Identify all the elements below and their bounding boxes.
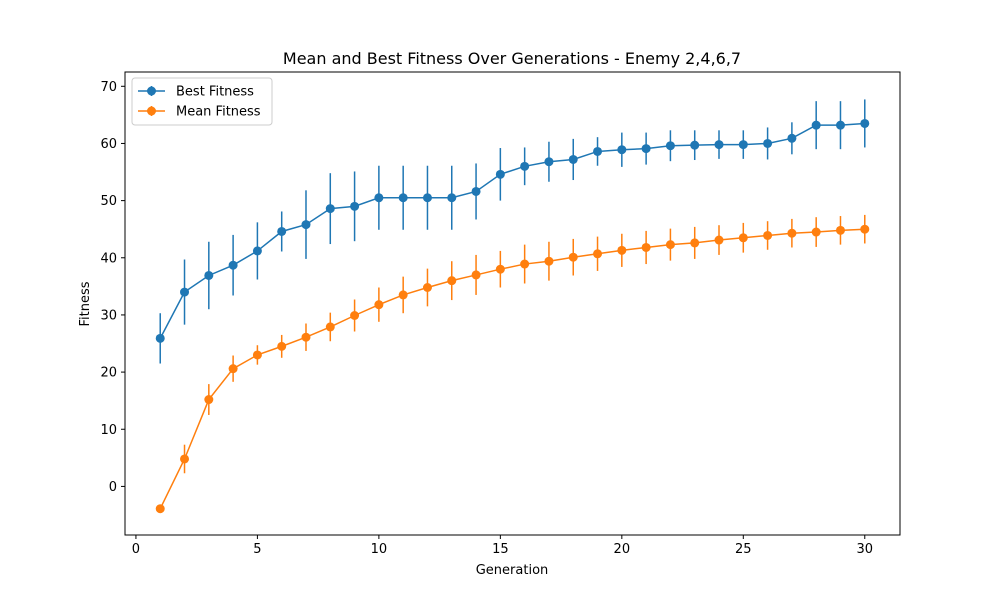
data-point bbox=[763, 230, 773, 240]
y-axis: 0 10 20 30 40 50 60 70 bbox=[100, 80, 125, 495]
data-point bbox=[593, 249, 603, 259]
legend-marker bbox=[147, 86, 156, 96]
chart-title: Mean and Best Fitness Over Generations -… bbox=[283, 49, 741, 68]
data-point bbox=[204, 395, 214, 405]
data-point bbox=[520, 259, 530, 269]
y-tick-label: 60 bbox=[100, 137, 117, 152]
x-tick-label: 10 bbox=[371, 542, 388, 557]
data-point bbox=[447, 193, 457, 203]
x-tick-label: 15 bbox=[492, 542, 509, 557]
data-point bbox=[350, 201, 360, 211]
y-tick-label: 70 bbox=[100, 80, 117, 95]
data-point bbox=[447, 276, 457, 286]
y-tick-label: 20 bbox=[100, 366, 117, 381]
data-point bbox=[860, 224, 870, 234]
data-point bbox=[422, 282, 432, 292]
data-point bbox=[835, 225, 845, 235]
series-mean-fitness bbox=[155, 214, 870, 514]
data-point bbox=[738, 140, 748, 150]
data-point bbox=[860, 118, 870, 128]
data-point bbox=[544, 256, 554, 266]
data-point bbox=[495, 264, 505, 274]
data-point bbox=[714, 140, 724, 150]
data-point bbox=[204, 270, 214, 280]
x-axis-label: Generation bbox=[476, 563, 549, 578]
x-tick-label: 5 bbox=[253, 542, 261, 557]
legend-item: Mean Fitness bbox=[138, 105, 261, 120]
y-tick-label: 50 bbox=[100, 194, 117, 209]
data-point bbox=[835, 120, 845, 130]
x-axis: 0 5 10 15 20 25 30 bbox=[132, 535, 873, 557]
data-point bbox=[714, 235, 724, 245]
data-point bbox=[471, 270, 481, 280]
legend-label: Best Fitness bbox=[176, 85, 254, 100]
legend-box bbox=[131, 77, 273, 126]
data-point bbox=[325, 322, 335, 332]
series-line bbox=[159, 122, 865, 339]
data-point bbox=[398, 193, 408, 203]
y-tick-label: 30 bbox=[100, 308, 117, 323]
data-point bbox=[763, 138, 773, 148]
data-point bbox=[665, 141, 675, 151]
x-tick-label: 25 bbox=[735, 542, 752, 557]
data-point bbox=[495, 169, 505, 179]
x-tick-label: 30 bbox=[856, 542, 873, 557]
data-point bbox=[277, 226, 287, 236]
series-best-fitness bbox=[155, 99, 870, 364]
data-point bbox=[568, 154, 578, 164]
data-point bbox=[690, 140, 700, 150]
data-point bbox=[252, 350, 262, 360]
data-point bbox=[228, 364, 238, 374]
data-point bbox=[301, 220, 311, 230]
data-point bbox=[155, 333, 165, 343]
data-point bbox=[641, 242, 651, 252]
data-point bbox=[277, 341, 287, 351]
data-point bbox=[811, 227, 821, 237]
x-tick-label: 0 bbox=[132, 542, 140, 557]
data-point bbox=[641, 144, 651, 154]
legend-label: Mean Fitness bbox=[176, 105, 261, 120]
data-point bbox=[568, 252, 578, 262]
data-point bbox=[374, 300, 384, 310]
series-line bbox=[159, 228, 865, 510]
data-point bbox=[787, 228, 797, 238]
data-point bbox=[811, 120, 821, 130]
data-point bbox=[398, 290, 408, 300]
plot-frame bbox=[124, 71, 901, 536]
plot-area bbox=[155, 99, 870, 514]
y-tick-label: 40 bbox=[100, 251, 117, 266]
data-point bbox=[787, 133, 797, 143]
legend-marker bbox=[147, 106, 156, 116]
data-point bbox=[665, 240, 675, 250]
data-point bbox=[738, 233, 748, 243]
data-point bbox=[617, 145, 627, 155]
data-point bbox=[228, 260, 238, 270]
data-point bbox=[520, 161, 530, 171]
data-point bbox=[422, 193, 432, 203]
y-tick-label: 0 bbox=[109, 480, 117, 495]
data-point bbox=[350, 311, 360, 321]
data-point bbox=[690, 238, 700, 248]
x-tick-label: 20 bbox=[614, 542, 631, 557]
data-point bbox=[374, 193, 384, 203]
data-point bbox=[180, 287, 190, 297]
y-tick-label: 10 bbox=[100, 423, 117, 438]
legend-item: Best Fitness bbox=[138, 85, 254, 100]
data-point bbox=[325, 204, 335, 214]
y-axis-label: Fitness bbox=[78, 281, 93, 326]
legend: Best Fitness Mean Fitness bbox=[131, 77, 273, 126]
data-point bbox=[180, 454, 190, 464]
data-point bbox=[593, 146, 603, 156]
data-point bbox=[471, 186, 481, 196]
data-point bbox=[301, 332, 311, 342]
data-point bbox=[617, 245, 627, 255]
data-point bbox=[155, 504, 165, 514]
data-point bbox=[252, 246, 262, 256]
data-point bbox=[544, 157, 554, 167]
